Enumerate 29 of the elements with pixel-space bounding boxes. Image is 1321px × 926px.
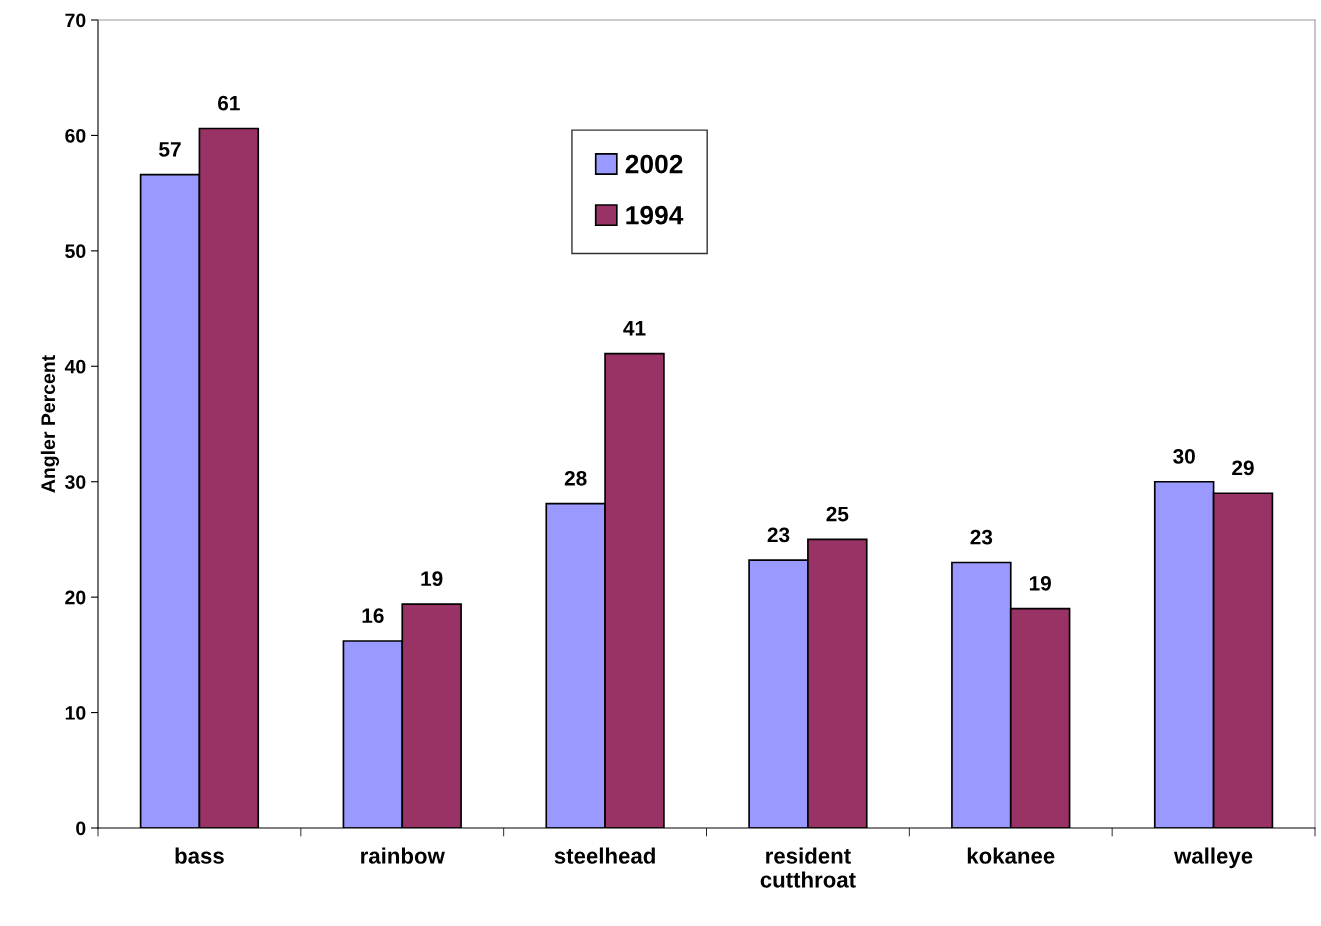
y-tick-label: 0: [76, 821, 86, 836]
data-label: 29: [1232, 460, 1254, 476]
y-tick-label: 70: [65, 13, 86, 28]
data-label: 19: [421, 571, 443, 587]
data-label: 57: [159, 142, 181, 157]
y-tick-label: 40: [64, 359, 86, 374]
x-tick-label: steelhead: [554, 847, 655, 864]
x-tick-label: rainbow: [361, 847, 445, 864]
x-tick-label: bass: [175, 847, 224, 864]
legend-label: 2002: [625, 154, 683, 174]
y-tick-label: 30: [65, 475, 86, 489]
data-label: 23: [767, 527, 790, 543]
data-label: 25: [826, 506, 849, 522]
y-axis-title: Angler Percent: [40, 355, 60, 493]
legend-label: 1994: [626, 205, 684, 225]
y-tick-label: 60: [65, 128, 86, 143]
data-label: 19: [1029, 575, 1051, 591]
data-label: 61: [218, 95, 240, 111]
y-tick-label: 20: [65, 590, 86, 605]
y-tick-label: 50: [65, 244, 86, 259]
data-label: 16: [362, 608, 384, 623]
x-tick-label: resident cutthroat: [760, 847, 856, 888]
x-tick-label: walleye: [1173, 847, 1253, 869]
y-tick-label: 10: [65, 706, 86, 720]
data-label: 28: [564, 470, 587, 486]
data-label: 30: [1173, 448, 1195, 464]
data-label: 41: [623, 321, 646, 336]
data-label: 23: [970, 529, 993, 545]
x-tick-label: kokanee: [967, 847, 1055, 864]
